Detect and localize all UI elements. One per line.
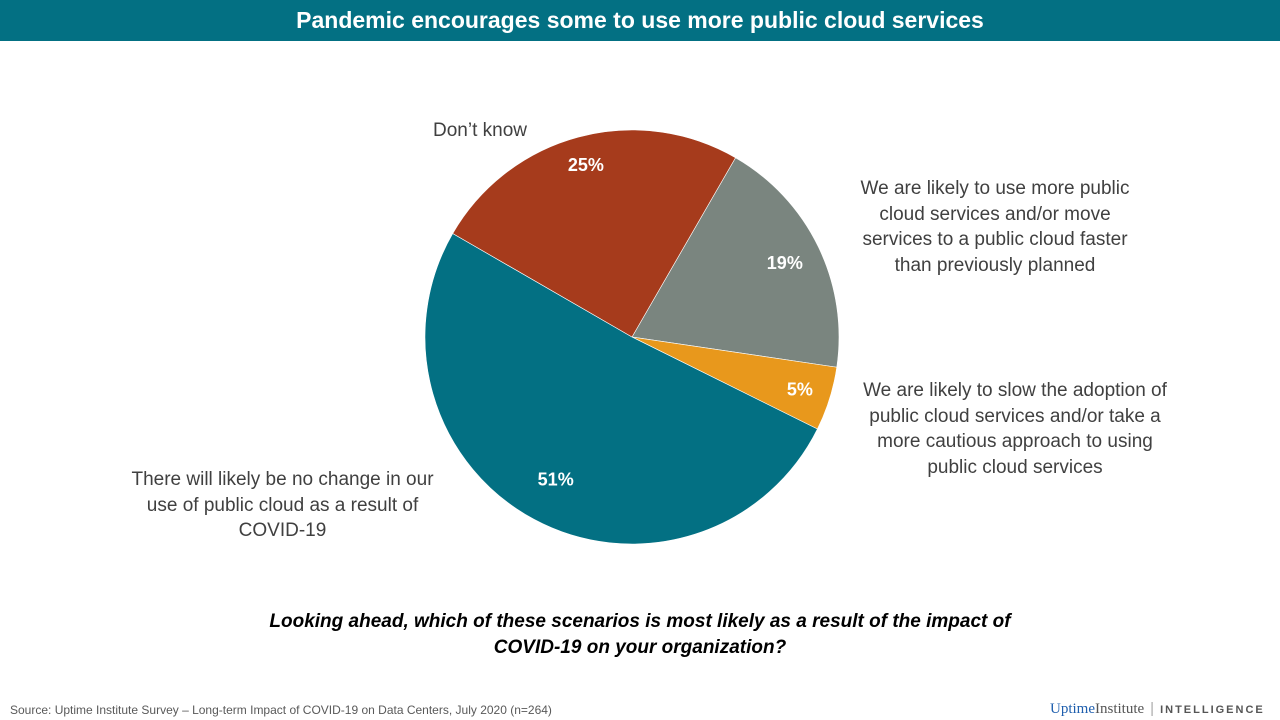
label-line: public cloud services and/or take a (869, 405, 1161, 427)
label-use-more: We are likely to use more public cloud s… (820, 176, 1170, 278)
slice-value-label: 19% (767, 253, 803, 273)
label-line: services to a public cloud faster (862, 229, 1128, 250)
logo-institute: Institute (1095, 701, 1145, 717)
label-line: cloud services and/or move (879, 203, 1111, 225)
label-line: There will likely be no change in our (131, 469, 434, 490)
label-line: than previously planned (894, 254, 1096, 276)
label-slow-adoption: We are likely to slow the adoption of pu… (830, 378, 1200, 480)
uptime-logo: UptimeInstitute | INTELLIGENCE (1050, 700, 1265, 718)
label-line: public cloud services (927, 456, 1103, 478)
label-line: use of public cloud as a result of (146, 494, 419, 516)
question-line: Looking ahead, which of these scenarios … (269, 611, 1011, 632)
slice-value-label: 5% (787, 380, 813, 400)
pie-slice (452, 129, 736, 338)
label-dont-know: Don’t know (433, 120, 527, 141)
label-no-change: There will likely be no change in our us… (100, 467, 465, 544)
slice-value-label: 51% (538, 469, 574, 489)
label-line: We are likely to slow the adoption of (863, 380, 1167, 401)
slice-value-label: 25% (568, 155, 604, 175)
label-line: more cautious approach to using (877, 431, 1153, 452)
source-note: Source: Uptime Institute Survey – Long-t… (10, 703, 552, 717)
logo-uptime: Uptime (1050, 701, 1095, 717)
logo-intelligence: INTELLIGENCE (1160, 704, 1265, 716)
question-line: COVID-19 on your organization? (493, 637, 787, 658)
label-line: We are likely to use more public (860, 178, 1130, 199)
pie-slice (424, 233, 818, 545)
pie-slice (631, 157, 840, 368)
chart-title: Pandemic encourages some to use more pub… (296, 7, 984, 33)
chart-title-banner: Pandemic encourages some to use more pub… (0, 0, 1280, 41)
survey-question: Looking ahead, which of these scenarios … (0, 609, 1280, 661)
logo-divider: | (1150, 700, 1155, 717)
label-line: COVID-19 (238, 520, 327, 541)
